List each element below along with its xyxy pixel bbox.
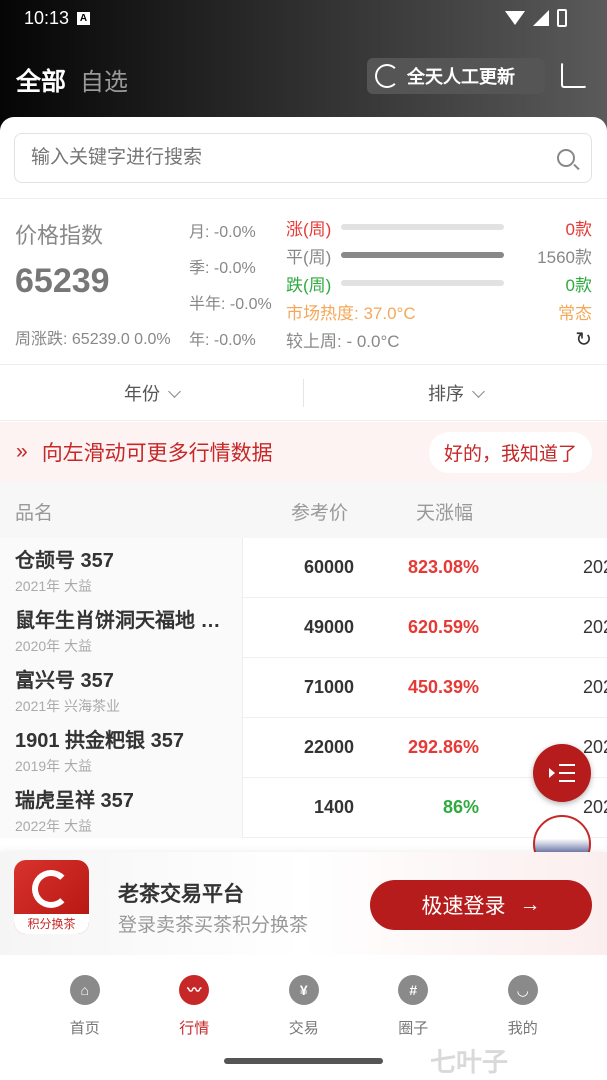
refresh-icon[interactable]: ↻ — [575, 328, 592, 351]
menu-fab[interactable] — [533, 744, 591, 802]
nav-item-2[interactable]: ¥ 交易 — [249, 955, 359, 1055]
item-sub: 2021年 大益 — [15, 578, 93, 594]
nav-label: 我的 — [507, 1020, 538, 1037]
signal-icon — [533, 10, 549, 26]
table-row[interactable]: 鼠年生肖饼洞天福地 … 2020年 大益 49000 620.59% 202 — [0, 598, 607, 658]
update-label: 全天人工更新 — [407, 67, 515, 87]
item-price: 60000 — [303, 557, 354, 577]
table-row[interactable]: 瑞虎呈祥 357 2022年 大益 1400 86% 202 — [0, 778, 607, 838]
index-title: 价格指数 — [15, 223, 104, 248]
share-icon[interactable] — [561, 62, 587, 88]
item-year: 202 — [583, 557, 607, 577]
search-input[interactable] — [31, 147, 557, 169]
nav-label: 首页 — [69, 1020, 100, 1037]
table-row[interactable]: 富兴号 357 2021年 兴海茶业 71000 450.39% 202 — [0, 658, 607, 718]
item-name: 1901 拱金粑银 357 — [15, 730, 184, 752]
nav-label: 交易 — [288, 1020, 319, 1037]
filter-sort[interactable]: 排序 — [304, 380, 607, 406]
period-month: 月: -0.0% — [189, 224, 256, 241]
home-indicator[interactable] — [224, 1058, 383, 1064]
arrow-right-icon: → — [519, 893, 541, 916]
banner-title: 老茶交易平台 — [118, 883, 244, 906]
login-banner: 积分换茶 老茶交易平台 登录卖茶买茶积分换茶 极速登录 → — [0, 852, 607, 955]
item-sub: 2020年 大益 — [15, 638, 93, 654]
rise-row: 涨(周) 0款 — [286, 219, 592, 239]
period-quarter: 季: -0.0% — [189, 260, 256, 277]
item-name: 富兴号 357 — [15, 670, 114, 692]
dismiss-hint-button[interactable]: 好的，我知道了 — [428, 431, 592, 473]
nav-icon: ⌂ — [69, 975, 100, 1005]
nav-item-1[interactable]: 〰行情 — [140, 955, 250, 1055]
vs-last-row: 较上周: - 0.0°C ↻ — [286, 328, 592, 351]
item-year: 202 — [583, 737, 607, 757]
nav-icon: ¥ — [288, 975, 319, 1005]
table-header: 品名 参考价 天涨幅 — [0, 482, 607, 538]
item-name: 鼠年生肖饼洞天福地 … — [15, 610, 221, 632]
tab-all[interactable]: 全部 — [16, 68, 67, 96]
heat-row: 市场热度: 37.0°C 常态 — [286, 303, 592, 323]
quick-login-button[interactable]: 极速登录 → — [370, 880, 592, 930]
search-icon[interactable] — [557, 149, 575, 167]
nav-item-4[interactable]: ◡ 我的 — [468, 955, 578, 1055]
gauge-icon — [375, 64, 399, 88]
item-year: 202 — [583, 797, 607, 817]
nav-icon: ◡ — [507, 975, 538, 1005]
item-sub: 2021年 兴海茶业 — [15, 698, 121, 714]
tab-watchlist[interactable]: 自选 — [80, 69, 129, 96]
index-value: 65239 — [15, 262, 110, 300]
price-index-panel: 价格指数 65239 周涨跌: 65239.0 0.0% 月: -0.0% 季:… — [0, 200, 607, 362]
nav-icon: # — [398, 975, 429, 1005]
double-chevron-icon: » — [16, 440, 28, 463]
item-price: 49000 — [303, 617, 354, 637]
clock: 10:13 — [24, 7, 70, 28]
item-change: 620.59% — [407, 617, 479, 637]
banner-subtitle: 登录卖茶买茶积分换茶 — [118, 915, 309, 936]
filter-bar: 年份 排序 — [0, 364, 607, 421]
item-price: 22000 — [303, 737, 354, 757]
chevron-down-icon — [472, 384, 485, 398]
header: 10:13 A 全部 自选 全天人工更新 — [0, 0, 607, 140]
nav-label: 行情 — [179, 1020, 210, 1037]
nav-item-0[interactable]: ⌂ 首页 — [30, 955, 140, 1055]
app-logo: 积分换茶 — [14, 860, 89, 934]
table-row[interactable]: 1901 拱金粑银 357 2019年 大益 22000 292.86% 202 — [0, 718, 607, 778]
item-price: 1400 — [313, 797, 354, 817]
item-sub: 2019年 大益 — [15, 758, 93, 774]
nav-label: 圈子 — [398, 1020, 429, 1037]
item-change: 86% — [442, 797, 479, 817]
flat-row: 平(周) 1560款 — [286, 247, 592, 267]
nav-icon: 〰 — [179, 975, 210, 1005]
status-bar: 10:13 A — [24, 6, 567, 30]
swipe-hint: » 向左滑动可更多行情数据 好的，我知道了 — [0, 422, 607, 482]
notification-icon: A — [77, 11, 91, 25]
item-name: 瑞虎呈祥 357 — [15, 790, 134, 812]
table-row[interactable]: 仓颉号 357 2021年 大益 60000 823.08% 202 — [0, 538, 607, 598]
item-change: 823.08% — [407, 557, 479, 577]
item-year: 202 — [583, 617, 607, 637]
search-box[interactable] — [14, 133, 592, 183]
filter-year[interactable]: 年份 — [0, 380, 303, 406]
item-year: 202 — [583, 677, 607, 697]
item-name: 仓颉号 357 — [15, 550, 114, 572]
chevron-down-icon — [168, 384, 181, 398]
wifi-icon — [505, 11, 525, 25]
item-change: 450.39% — [407, 677, 479, 697]
nav-item-3[interactable]: # 圈子 — [359, 955, 469, 1055]
item-change: 292.86% — [407, 737, 479, 757]
weekly-change: 周涨跌: 65239.0 0.0% — [15, 331, 171, 348]
period-year: 年: -0.0% — [189, 332, 256, 349]
fall-row: 跌(周) 0款 — [286, 275, 592, 295]
battery-icon — [557, 9, 567, 27]
main-card: 价格指数 65239 周涨跌: 65239.0 0.0% 月: -0.0% 季:… — [0, 117, 607, 857]
bottom-nav: ⌂ 首页 〰行情 ¥ 交易 # 圈子 ◡ 我的 — [0, 955, 607, 1055]
item-price: 71000 — [303, 677, 354, 697]
item-sub: 2022年 大益 — [15, 818, 93, 834]
update-button[interactable]: 全天人工更新 — [367, 58, 545, 94]
watermark: 七叶子 — [430, 1047, 509, 1077]
period-halfyear: 半年: -0.0% — [189, 296, 272, 313]
